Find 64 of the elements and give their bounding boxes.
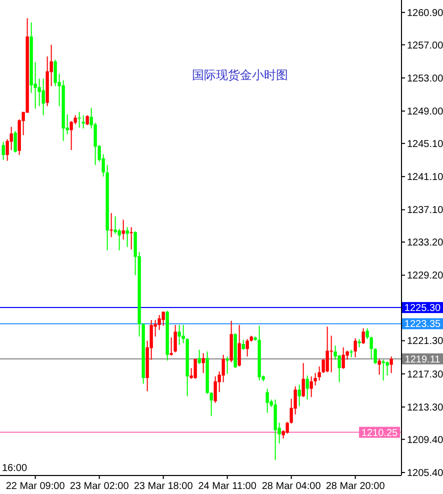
y-tick-label: 1209.40 bbox=[407, 434, 443, 446]
candlestick bbox=[238, 324, 241, 367]
candlestick bbox=[122, 219, 125, 240]
candlestick bbox=[342, 346, 345, 370]
candlestick bbox=[178, 324, 181, 346]
ref-line-label: 1219.11 bbox=[404, 354, 441, 366]
y-tick-label: 1245.10 bbox=[407, 138, 443, 150]
candlestick bbox=[362, 328, 365, 345]
candlestick bbox=[310, 376, 313, 398]
candlestick bbox=[130, 226, 133, 250]
candlestick bbox=[302, 362, 305, 398]
candlestick bbox=[214, 376, 217, 404]
candlestick bbox=[110, 212, 113, 238]
candlestick bbox=[198, 349, 201, 364]
candlestick bbox=[242, 339, 245, 350]
candlestick bbox=[2, 141, 5, 160]
candlestick bbox=[298, 384, 301, 407]
annotation: 16:00 bbox=[2, 463, 28, 474]
y-tick-label: 1213.30 bbox=[407, 402, 443, 414]
y-tick-label: 1237.10 bbox=[407, 205, 443, 216]
x-tick-label: 24 Mar 11:00 bbox=[198, 481, 257, 492]
x-tick-label: 28 Mar 20:00 bbox=[326, 481, 386, 492]
candlestick bbox=[354, 338, 357, 358]
y-tick-label: 1217.30 bbox=[407, 369, 443, 380]
candlestick bbox=[386, 360, 389, 376]
candlestick bbox=[42, 78, 45, 116]
candlestick bbox=[54, 59, 57, 87]
ref-line-label: 1223.35 bbox=[404, 319, 442, 330]
y-tick-label: 1241.10 bbox=[407, 172, 443, 184]
candlestick bbox=[382, 359, 385, 381]
y-tick-label: 1233.20 bbox=[407, 238, 443, 249]
candlestick bbox=[330, 335, 333, 373]
candlestick bbox=[194, 358, 197, 380]
ref-line-label: 1210.25 bbox=[361, 428, 398, 439]
candlestick bbox=[306, 375, 309, 400]
candlestick bbox=[226, 356, 229, 374]
y-tick-label: 1229.20 bbox=[407, 270, 443, 282]
candlestick bbox=[246, 338, 249, 357]
candlestick bbox=[14, 130, 17, 154]
x-tick-label: 23 Mar 18:00 bbox=[134, 481, 194, 492]
y-tick-label: 1260.90 bbox=[407, 8, 443, 19]
y-tick-label: 1221.30 bbox=[407, 336, 443, 348]
candlestick bbox=[390, 356, 393, 374]
candlestick bbox=[266, 388, 269, 414]
candlestick bbox=[174, 324, 177, 353]
candlestick bbox=[114, 216, 117, 234]
candlestick bbox=[378, 358, 381, 376]
candlestick bbox=[78, 111, 81, 128]
x-tick-label: 28 Mar 04:00 bbox=[262, 481, 322, 492]
x-tick-label: 22 Mar 09:00 bbox=[6, 481, 66, 492]
y-tick-label: 1257.00 bbox=[407, 40, 443, 52]
candlestick bbox=[326, 326, 329, 373]
y-tick-label: 1205.40 bbox=[407, 468, 443, 480]
candlestick bbox=[202, 352, 205, 374]
ref-line-label: 1225.30 bbox=[404, 303, 442, 314]
candlestick bbox=[86, 114, 89, 126]
candlestick bbox=[70, 120, 73, 151]
candlestick bbox=[126, 226, 129, 248]
x-tick-label: 23 Mar 02:00 bbox=[70, 481, 130, 492]
title: 国际现货金小时图 bbox=[192, 68, 288, 82]
y-tick-label: 1253.00 bbox=[407, 73, 443, 84]
y-tick-label: 1249.00 bbox=[407, 106, 443, 118]
candlestick bbox=[162, 311, 165, 326]
candlestick bbox=[82, 114, 85, 129]
